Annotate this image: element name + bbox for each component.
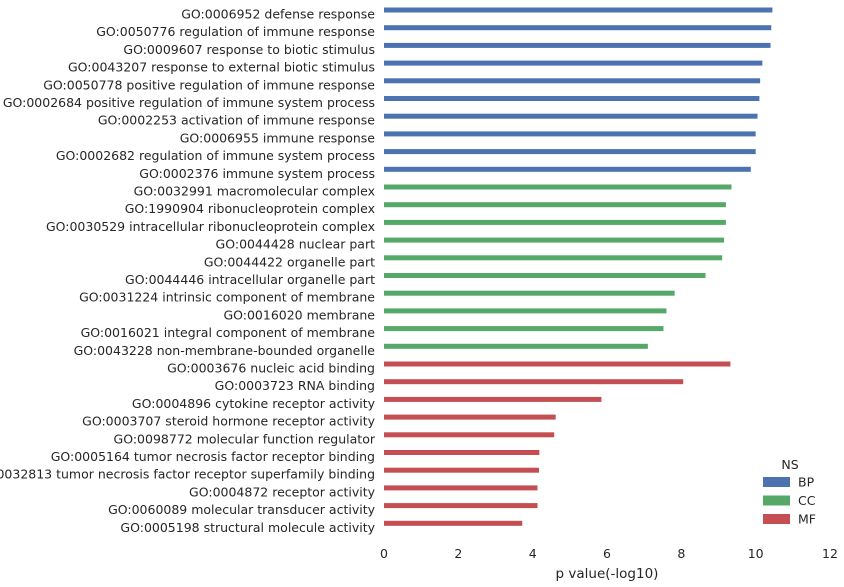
category-label: GO:0016020 membrane: [223, 307, 375, 322]
category-label: GO:0002684 positive regulation of immune…: [3, 95, 375, 110]
bar: [384, 432, 555, 438]
x-tick-label: 10: [748, 546, 764, 561]
bar: [384, 450, 540, 455]
category-label: GO:0004896 cytokine receptor activity: [132, 396, 376, 411]
bar: [384, 379, 684, 385]
bar: [384, 467, 539, 473]
category-label: GO:0060089 molecular transducer activity: [108, 502, 376, 517]
category-label: GO:0006952 defense response: [181, 7, 375, 22]
category-label: GO:0032813 tumor necrosis factor recepto…: [0, 467, 375, 482]
bar: [384, 485, 538, 491]
legend-label: BP: [798, 475, 815, 490]
bar: [384, 273, 706, 278]
bar: [384, 361, 731, 367]
legend-label: CC: [798, 493, 816, 508]
legend-label: MF: [798, 512, 816, 527]
bar: [384, 290, 675, 296]
category-label: GO:1990904 ribonucleoprotein complex: [125, 201, 375, 216]
legend-title: NS: [781, 457, 798, 472]
category-label: GO:0016021 integral component of membran…: [81, 325, 376, 340]
category-label: GO:0002376 immune system process: [139, 166, 375, 181]
bar: [384, 326, 664, 332]
category-label: GO:0003676 nucleic acid binding: [167, 361, 375, 376]
bar: [384, 25, 772, 31]
category-label: GO:0044428 nuclear part: [216, 237, 376, 252]
category-label: GO:0002682 regulation of immune system p…: [56, 148, 375, 163]
legend: NS BP CC MF: [763, 457, 816, 527]
category-label: GO:0002253 activation of immune response: [98, 113, 375, 128]
x-tick-label: 2: [454, 546, 462, 561]
bar: [384, 255, 723, 261]
category-label: GO:0005198 structural molecule activity: [120, 520, 375, 535]
category-label: GO:0043228 non-membrane-bounded organell…: [74, 343, 376, 358]
x-tick-label: 8: [677, 546, 685, 561]
bar: [384, 520, 523, 526]
bar-group: [384, 7, 773, 526]
bar: [384, 414, 556, 420]
category-label: GO:0003707 steroid hormone receptor acti…: [82, 414, 375, 429]
bar: [384, 308, 667, 314]
x-axis-title: p value(-log10): [556, 566, 659, 582]
bar: [384, 503, 538, 509]
bar: [384, 60, 763, 66]
bar: [384, 96, 760, 101]
category-label: GO:0098772 molecular function regulator: [114, 431, 376, 446]
category-label: GO:0031224 intrinsic component of membra…: [79, 290, 375, 305]
category-label: GO:0003723 RNA binding: [215, 378, 375, 393]
bar: [384, 343, 648, 349]
x-tick-label: 0: [380, 546, 388, 561]
bar: [384, 184, 732, 190]
x-tick-label: 4: [529, 546, 537, 561]
bar: [384, 219, 726, 225]
category-label: GO:0044446 intracellular organelle part: [125, 272, 375, 287]
legend-swatch: [763, 495, 790, 506]
bar: [384, 149, 756, 155]
category-label: GO:0006955 immune response: [180, 130, 376, 145]
legend-swatch: [763, 477, 790, 487]
category-label: GO:0050776 regulation of immune response: [96, 24, 375, 39]
bar: [384, 78, 761, 84]
category-label: GO:0044422 organelle part: [204, 254, 375, 269]
bar: [384, 113, 758, 119]
x-tick-label-group: 0 2 4 6 8 10 12: [380, 546, 838, 561]
bar: [384, 202, 726, 208]
bar: [384, 42, 771, 48]
category-label: GO:0043207 response to external biotic s…: [68, 60, 375, 75]
category-label: GO:0009607 response to biotic stimulus: [123, 42, 375, 57]
category-label: GO:0030529 intracellular ribonucleoprote…: [46, 219, 375, 234]
category-label-group: GO:0006952 defense response GO:0050776 re…: [0, 7, 376, 535]
x-tick-label: 6: [603, 546, 611, 561]
category-label: GO:0032991 macromolecular complex: [134, 184, 375, 199]
bar: [384, 7, 773, 13]
bar: [384, 131, 756, 137]
bar: [384, 237, 725, 243]
bar: [384, 396, 602, 402]
bar: [384, 166, 751, 172]
x-tick-label: 12: [822, 546, 838, 561]
category-label: GO:0005164 tumor necrosis factor recepto…: [51, 449, 375, 464]
category-label: GO:0004872 receptor activity: [189, 484, 376, 499]
category-label: GO:0050778 positive regulation of immune…: [43, 77, 375, 92]
legend-swatch: [763, 514, 790, 524]
